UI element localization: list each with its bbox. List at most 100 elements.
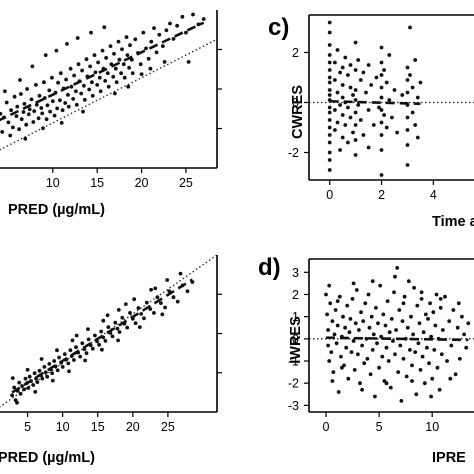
panel-d-point bbox=[405, 325, 410, 330]
panel-a-point bbox=[102, 25, 107, 30]
panel-c-point bbox=[395, 130, 399, 135]
panel-a-point bbox=[116, 39, 121, 44]
panel-a-trend-line bbox=[0, 21, 205, 122]
panel-d-trend-line bbox=[325, 336, 469, 342]
panel-d-point bbox=[383, 323, 388, 328]
panel-d-point bbox=[456, 301, 461, 306]
panel-a-point bbox=[79, 91, 84, 96]
panel-d-point bbox=[333, 308, 338, 312]
panel-a-point bbox=[113, 66, 118, 71]
panel-a-point bbox=[4, 100, 9, 105]
panel-d-point bbox=[345, 303, 350, 308]
panel-b-point bbox=[144, 300, 149, 305]
panel-d-point bbox=[334, 341, 339, 346]
panel-b-point bbox=[149, 287, 154, 292]
panel-a-point bbox=[112, 51, 116, 56]
panel-b-point bbox=[83, 358, 87, 363]
panel-d-point bbox=[394, 328, 398, 332]
panel-b-point bbox=[86, 327, 90, 331]
panel-c-point bbox=[379, 60, 384, 65]
panel-b-point bbox=[66, 361, 71, 366]
panel-a-point bbox=[27, 107, 32, 112]
panel-c-point bbox=[327, 20, 332, 25]
panel-a-point bbox=[36, 116, 41, 121]
panel-d-point bbox=[373, 394, 377, 399]
panel-c-point bbox=[408, 73, 412, 77]
panel-d-point bbox=[425, 345, 429, 350]
panel-b-point bbox=[55, 348, 59, 353]
panel-c-point bbox=[410, 85, 415, 90]
panel-c-point bbox=[390, 115, 394, 120]
panel-b-x-tick-label: 25 bbox=[161, 420, 175, 434]
panel-a-point bbox=[117, 57, 122, 62]
panel-a-point bbox=[58, 71, 63, 76]
panel-a-point bbox=[50, 75, 54, 80]
panel-b-x-tick-label: 20 bbox=[126, 420, 140, 434]
panel-d-point bbox=[377, 365, 381, 370]
panel-a-point bbox=[141, 30, 146, 35]
panel-a-point bbox=[93, 70, 98, 75]
panel-b-point bbox=[90, 346, 95, 351]
panel-c-point bbox=[387, 98, 392, 102]
panel-b-point bbox=[20, 384, 24, 388]
panel-d-point bbox=[439, 352, 444, 357]
panel-c-point bbox=[353, 98, 358, 102]
panel-b-point bbox=[47, 362, 52, 366]
panel-a-point bbox=[55, 106, 60, 111]
panel-d-point bbox=[387, 330, 392, 335]
panel-d-y-tick-label: 2 bbox=[292, 288, 299, 302]
panel-c-cwres-vs-time: c) CWRES Time a 0 2 4 -2 0 2 bbox=[268, 14, 474, 230]
panel-a-obs-vs-pred: PRED (µg/mL) 10 15 20 25 bbox=[0, 10, 222, 218]
panel-d-point bbox=[359, 310, 363, 315]
panel-a-point bbox=[31, 120, 36, 124]
panel-b-point bbox=[185, 289, 190, 294]
panel-d-point bbox=[392, 290, 396, 295]
panel-d-point bbox=[327, 283, 332, 288]
panel-b-point bbox=[139, 312, 144, 316]
panel-b-obs-vs-ipred: PRED (µg/mL) 0510152025 bbox=[0, 255, 222, 466]
panel-c-point bbox=[327, 53, 332, 57]
panel-b-point bbox=[178, 271, 183, 276]
panel-c-point bbox=[333, 108, 337, 112]
panel-d-y-tick-label: -2 bbox=[288, 377, 299, 391]
panel-c-point bbox=[327, 150, 332, 155]
panel-d-point bbox=[327, 359, 332, 363]
panel-d-point bbox=[440, 328, 445, 332]
panel-a-point bbox=[80, 68, 84, 73]
panel-b-point bbox=[106, 325, 111, 329]
panel-c-point bbox=[379, 45, 384, 50]
panel-d-point bbox=[412, 285, 416, 290]
panel-a-point bbox=[175, 23, 180, 28]
panel-a-point bbox=[15, 104, 20, 109]
panel-a-point bbox=[21, 110, 26, 114]
panel-a-point bbox=[196, 22, 201, 27]
panel-b-point bbox=[33, 390, 38, 394]
panel-a-point bbox=[88, 64, 92, 69]
panel-a-point bbox=[82, 83, 86, 88]
panel-a-point bbox=[6, 120, 11, 125]
panel-d-point bbox=[393, 274, 397, 279]
panel-c-point bbox=[327, 125, 332, 130]
panel-a-point bbox=[29, 97, 34, 102]
panel-c-point bbox=[327, 110, 332, 115]
panel-a-point bbox=[12, 94, 17, 99]
panel-c-point bbox=[379, 108, 384, 112]
panel-c-point bbox=[333, 60, 337, 65]
panel-b-point bbox=[101, 318, 106, 323]
panel-d-point bbox=[414, 392, 419, 397]
panel-d-y-tick-label: 0 bbox=[292, 332, 299, 346]
panel-b-x-tick-label: 15 bbox=[91, 420, 105, 434]
panel-d-point bbox=[351, 339, 356, 343]
panel-a-point bbox=[18, 78, 22, 82]
panel-d-point bbox=[431, 310, 436, 315]
panel-b-point bbox=[67, 369, 71, 374]
panel-c-point bbox=[327, 118, 332, 122]
panel-d-point bbox=[418, 368, 423, 372]
panel-a-point bbox=[89, 30, 93, 35]
panel-d-x-tick-label: 10 bbox=[425, 420, 439, 434]
panel-c-y-tick-label: 0 bbox=[292, 96, 299, 110]
panel-b-point bbox=[37, 368, 42, 373]
panel-a-point bbox=[58, 98, 62, 103]
panel-d-point bbox=[433, 323, 438, 328]
panel-a-point bbox=[71, 97, 76, 101]
